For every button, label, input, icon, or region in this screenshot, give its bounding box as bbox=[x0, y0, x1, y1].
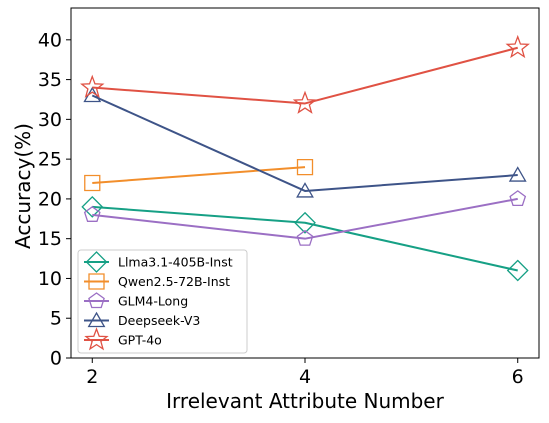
y-tick-label: 5 bbox=[50, 308, 62, 330]
legend-marker-square-1 bbox=[88, 273, 105, 290]
legend-marker-diamond-0 bbox=[85, 251, 108, 273]
y-tick-label: 40 bbox=[38, 29, 62, 51]
data-point-pentagon-2-0 bbox=[83, 206, 101, 222]
data-point-square-1-1 bbox=[296, 158, 314, 176]
legend-box bbox=[77, 249, 248, 354]
y-tick-label: 35 bbox=[38, 69, 62, 91]
x-tick-label: 2 bbox=[86, 366, 98, 388]
data-point-diamond-0-0 bbox=[81, 195, 104, 218]
data-point-star-4-0 bbox=[80, 74, 105, 98]
series-line-1 bbox=[92, 166, 306, 184]
legend-marker-pentagon-2 bbox=[88, 292, 105, 309]
data-point-diamond-0-2 bbox=[506, 259, 529, 282]
legend-label: GPT-4o bbox=[118, 333, 162, 348]
legend-label: GLM4-Long bbox=[118, 294, 188, 309]
y-axis-label: Accuracy(%) bbox=[11, 123, 35, 249]
data-point-pentagon-2-1 bbox=[296, 229, 314, 246]
legend-label: Qwen2.5-72B-Inst bbox=[118, 274, 230, 289]
y-tick-label: 10 bbox=[38, 268, 62, 290]
series-line-4 bbox=[92, 46, 518, 105]
x-tick-label: 4 bbox=[299, 366, 311, 388]
legend-marker-star-4 bbox=[84, 327, 109, 351]
y-tick-label: 30 bbox=[38, 109, 62, 131]
y-tick-label: 15 bbox=[38, 228, 62, 250]
series-line-0 bbox=[92, 205, 518, 272]
x-axis-label: Irrelevant Attribute Number bbox=[166, 389, 444, 413]
y-tick-label: 25 bbox=[38, 149, 62, 171]
data-point-triangle-3-1 bbox=[296, 182, 314, 198]
data-point-star-4-2 bbox=[505, 34, 530, 59]
y-tick-label: 20 bbox=[38, 188, 62, 210]
data-point-diamond-0-1 bbox=[294, 211, 316, 234]
series-line-2 bbox=[92, 197, 518, 240]
legend-label: Llma3.1-405B-Inst bbox=[118, 255, 233, 270]
data-point-star-4-1 bbox=[292, 90, 318, 114]
x-tick-label: 6 bbox=[512, 366, 524, 388]
data-point-triangle-3-2 bbox=[508, 166, 527, 182]
y-tick-label: 0 bbox=[50, 348, 62, 370]
series-line-3 bbox=[91, 94, 518, 192]
data-point-square-1-0 bbox=[84, 174, 101, 192]
data-point-pentagon-2-2 bbox=[509, 190, 527, 207]
legend-label: Deepseek-V3 bbox=[118, 313, 200, 328]
legend-marker-triangle-3 bbox=[87, 311, 106, 328]
